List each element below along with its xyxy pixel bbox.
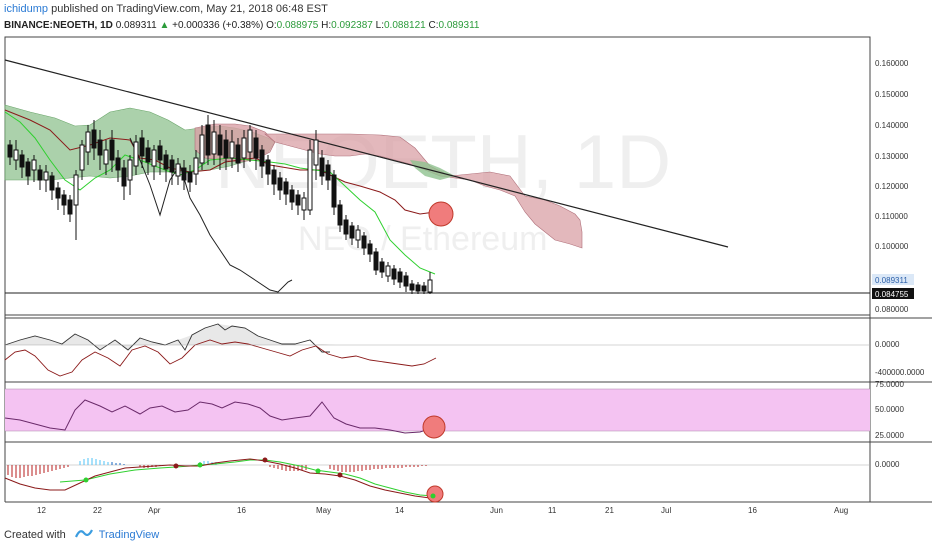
price-tick: 0.130000 — [875, 152, 909, 161]
pane1-tick: -400000.0000 — [875, 368, 925, 377]
rsi-line — [4, 399, 441, 434]
line-price-badge — [872, 288, 914, 299]
open-label: O: — [266, 20, 277, 31]
time-tick: 22 — [93, 506, 102, 515]
highlight-circle-rsi — [422, 415, 446, 439]
macd-histogram — [7, 458, 427, 478]
price-tick: 0.140000 — [875, 121, 909, 130]
pane2-tick: 75.0000 — [875, 380, 904, 389]
candlesticks — [7, 115, 433, 294]
time-tick: Jun — [490, 506, 503, 515]
watermark-name: NEO / Ethereum — [298, 220, 547, 258]
tradingview-logo-icon — [74, 528, 93, 542]
price-tick: 0.100000 — [875, 242, 909, 251]
time-tick: Aug — [834, 506, 848, 515]
pane3-tick: 0.0000 — [875, 460, 900, 469]
tradingview-link[interactable]: TradingView — [98, 528, 160, 541]
highlight-circle-main — [428, 201, 454, 227]
low-value: 0.088121 — [384, 20, 426, 31]
macd-line — [4, 458, 431, 499]
publish-info: published on TradingView.com, May 21, 20… — [51, 3, 328, 15]
price-tick: 0.150000 — [875, 90, 909, 99]
ad-upper-line — [4, 323, 330, 353]
time-axis: 12 22 Apr 16 May 14 Jun 11 21 Jul 16 Aug — [37, 506, 848, 515]
pane2-tick: 25.0000 — [875, 431, 904, 440]
pane1-tick: 0.0000 — [875, 340, 900, 349]
time-tick: 16 — [237, 506, 246, 515]
close-value: 0.089311 — [438, 20, 480, 31]
descending-trendline — [4, 59, 729, 248]
time-tick: May — [316, 506, 331, 515]
footer: Created with TradingView — [4, 528, 159, 542]
open-value: 0.088975 — [276, 20, 319, 31]
price-tick: 0.160000 — [875, 59, 909, 68]
chikou-line — [129, 137, 293, 293]
time-tick: 16 — [748, 506, 757, 515]
pane2-tick: 50.0000 — [875, 405, 904, 414]
time-tick: Jul — [661, 506, 671, 515]
symbol-label[interactable]: BINANCE:NEOETH, 1D — [4, 20, 113, 31]
line-price-label: 0.084755 — [875, 290, 909, 299]
last-price: 0.089311 — [115, 20, 157, 31]
price-change: +0.000336 (+0.38%) — [172, 20, 264, 31]
publish-header: ichidump published on TradingView.com, M… — [4, 3, 328, 15]
low-label: L: — [375, 20, 384, 31]
price-axis: 0.160000 0.150000 0.140000 0.130000 0.12… — [875, 59, 909, 314]
macd-cross-markers — [83, 457, 343, 483]
macd-cross-last — [430, 493, 436, 499]
last-price-badge — [872, 274, 914, 285]
highlight-circle-macd — [426, 485, 444, 503]
last-price-label: 0.089311 — [875, 276, 908, 285]
up-arrow-icon: ▲ — [159, 20, 170, 31]
time-tick: 12 — [37, 506, 46, 515]
close-label: C: — [428, 20, 439, 31]
ohlc-header: BINANCE:NEOETH, 1D 0.089311 ▲ +0.000336 … — [4, 20, 479, 31]
created-with-label: Created with — [4, 528, 66, 541]
time-tick: 14 — [395, 506, 404, 515]
time-tick: 11 — [548, 506, 557, 515]
time-tick: 21 — [605, 506, 614, 515]
watermark-symbol: NEOETH, 1D — [215, 120, 671, 205]
price-tick: 0.110000 — [875, 212, 908, 221]
ad-lower-line — [4, 339, 437, 377]
price-tick: 0.080000 — [875, 305, 909, 314]
high-label: H: — [321, 20, 332, 31]
ad-fill — [5, 324, 435, 350]
author-link[interactable]: ichidump — [4, 3, 49, 15]
high-value: 0.092387 — [331, 20, 373, 31]
price-tick: 0.120000 — [875, 182, 909, 191]
time-tick: Apr — [148, 506, 161, 515]
